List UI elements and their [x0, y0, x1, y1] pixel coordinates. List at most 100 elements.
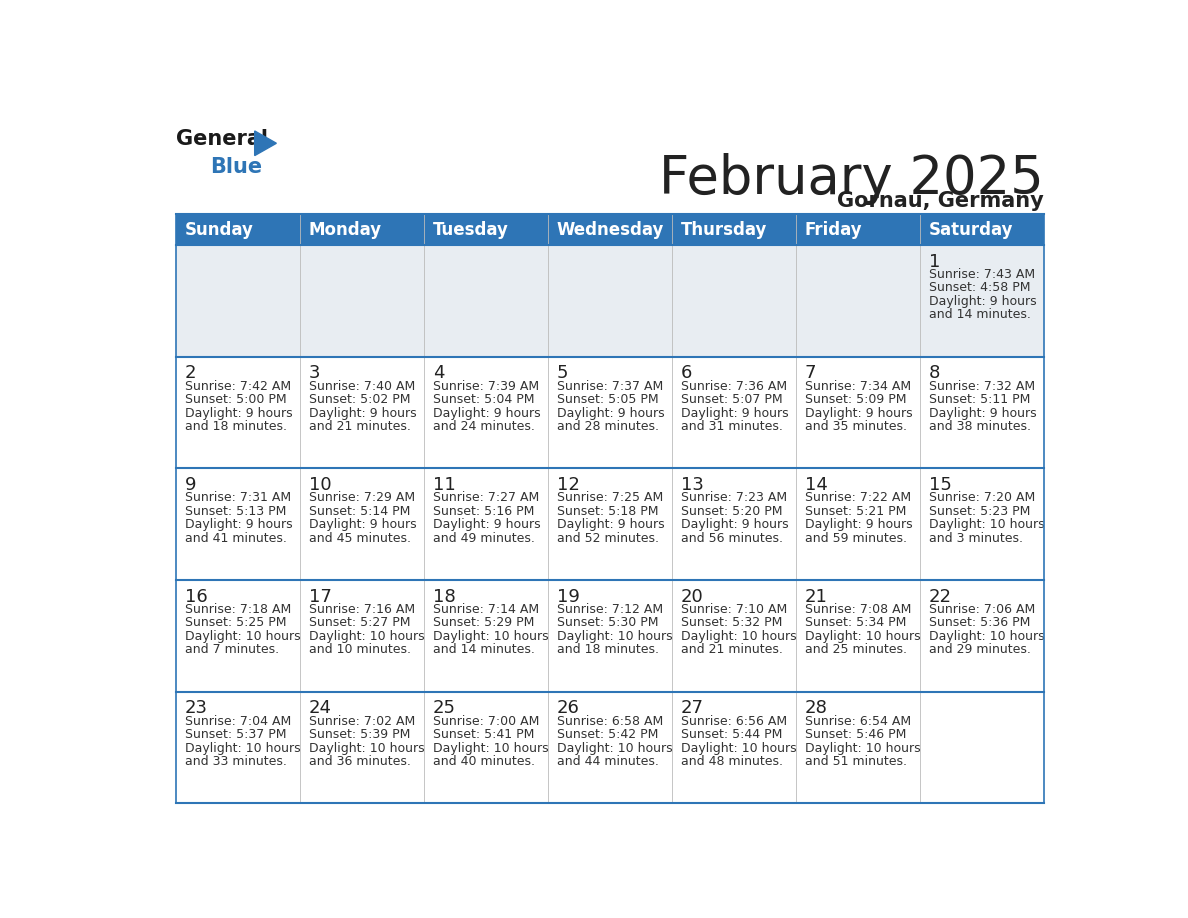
Text: 12: 12 — [557, 476, 580, 494]
Text: and 56 minutes.: and 56 minutes. — [681, 532, 783, 544]
Text: and 24 minutes.: and 24 minutes. — [432, 420, 535, 433]
Bar — [176, 580, 1043, 691]
Text: Sunrise: 7:34 AM: Sunrise: 7:34 AM — [805, 380, 911, 393]
Text: Daylight: 9 hours: Daylight: 9 hours — [309, 519, 417, 532]
Text: Monday: Monday — [309, 220, 383, 239]
Text: and 29 minutes.: and 29 minutes. — [929, 644, 1031, 656]
Text: 22: 22 — [929, 588, 952, 606]
Polygon shape — [254, 131, 277, 155]
Text: Sunset: 5:39 PM: Sunset: 5:39 PM — [309, 728, 410, 741]
Text: Daylight: 10 hours: Daylight: 10 hours — [309, 742, 424, 755]
Text: 10: 10 — [309, 476, 331, 494]
Text: 8: 8 — [929, 364, 940, 382]
Text: General: General — [176, 129, 267, 150]
Text: 13: 13 — [681, 476, 703, 494]
Text: Sunset: 5:42 PM: Sunset: 5:42 PM — [557, 728, 658, 741]
Text: 23: 23 — [185, 700, 208, 717]
Text: Sunrise: 7:42 AM: Sunrise: 7:42 AM — [185, 380, 291, 393]
Text: and 49 minutes.: and 49 minutes. — [432, 532, 535, 544]
Text: Daylight: 10 hours: Daylight: 10 hours — [185, 742, 301, 755]
Text: Daylight: 9 hours: Daylight: 9 hours — [805, 519, 912, 532]
Text: and 35 minutes.: and 35 minutes. — [805, 420, 906, 433]
Text: and 33 minutes.: and 33 minutes. — [185, 755, 286, 768]
Text: 7: 7 — [805, 364, 816, 382]
Text: Daylight: 9 hours: Daylight: 9 hours — [681, 519, 789, 532]
Text: and 14 minutes.: and 14 minutes. — [929, 308, 1031, 321]
Text: Sunrise: 7:37 AM: Sunrise: 7:37 AM — [557, 380, 663, 393]
Text: Sunday: Sunday — [185, 220, 254, 239]
Text: Daylight: 10 hours: Daylight: 10 hours — [929, 630, 1044, 643]
Text: and 38 minutes.: and 38 minutes. — [929, 420, 1031, 433]
Text: Sunset: 5:44 PM: Sunset: 5:44 PM — [681, 728, 783, 741]
Text: Sunset: 5:46 PM: Sunset: 5:46 PM — [805, 728, 906, 741]
Text: Sunset: 5:37 PM: Sunset: 5:37 PM — [185, 728, 286, 741]
Text: Daylight: 9 hours: Daylight: 9 hours — [432, 407, 541, 420]
Text: Daylight: 10 hours: Daylight: 10 hours — [432, 630, 549, 643]
Text: Sunrise: 7:16 AM: Sunrise: 7:16 AM — [309, 603, 415, 616]
Text: Gornau, Germany: Gornau, Germany — [836, 191, 1043, 211]
Text: and 21 minutes.: and 21 minutes. — [309, 420, 411, 433]
Bar — [299, 214, 424, 245]
Text: 24: 24 — [309, 700, 331, 717]
Text: Daylight: 10 hours: Daylight: 10 hours — [309, 630, 424, 643]
Bar — [176, 468, 1043, 580]
Text: and 59 minutes.: and 59 minutes. — [805, 532, 906, 544]
Text: Sunset: 5:32 PM: Sunset: 5:32 PM — [681, 616, 783, 630]
Text: Sunrise: 7:10 AM: Sunrise: 7:10 AM — [681, 603, 788, 616]
Text: and 45 minutes.: and 45 minutes. — [309, 532, 411, 544]
Text: 9: 9 — [185, 476, 196, 494]
Text: Daylight: 9 hours: Daylight: 9 hours — [929, 295, 1037, 308]
Text: Sunset: 5:18 PM: Sunset: 5:18 PM — [557, 505, 658, 518]
Bar — [920, 214, 1043, 245]
Text: Sunrise: 7:32 AM: Sunrise: 7:32 AM — [929, 380, 1035, 393]
Text: Daylight: 10 hours: Daylight: 10 hours — [929, 519, 1044, 532]
Text: 4: 4 — [432, 364, 444, 382]
Text: and 51 minutes.: and 51 minutes. — [805, 755, 906, 768]
Text: Sunrise: 7:12 AM: Sunrise: 7:12 AM — [557, 603, 663, 616]
Text: Sunset: 5:21 PM: Sunset: 5:21 PM — [805, 505, 906, 518]
Text: Sunrise: 7:31 AM: Sunrise: 7:31 AM — [185, 491, 291, 504]
Bar — [176, 245, 1043, 356]
Text: Daylight: 10 hours: Daylight: 10 hours — [557, 742, 672, 755]
Text: 26: 26 — [557, 700, 580, 717]
Text: and 7 minutes.: and 7 minutes. — [185, 644, 279, 656]
Text: Sunrise: 6:56 AM: Sunrise: 6:56 AM — [681, 714, 786, 728]
Text: Sunrise: 7:04 AM: Sunrise: 7:04 AM — [185, 714, 291, 728]
Text: Sunrise: 7:06 AM: Sunrise: 7:06 AM — [929, 603, 1035, 616]
Text: and 18 minutes.: and 18 minutes. — [185, 420, 287, 433]
Text: Sunset: 5:30 PM: Sunset: 5:30 PM — [557, 616, 658, 630]
Text: Sunrise: 7:25 AM: Sunrise: 7:25 AM — [557, 491, 663, 504]
Text: Sunset: 5:05 PM: Sunset: 5:05 PM — [557, 393, 658, 406]
Text: Sunset: 5:04 PM: Sunset: 5:04 PM — [432, 393, 535, 406]
Text: Sunrise: 6:58 AM: Sunrise: 6:58 AM — [557, 714, 663, 728]
Text: Daylight: 9 hours: Daylight: 9 hours — [929, 407, 1037, 420]
Text: Daylight: 10 hours: Daylight: 10 hours — [681, 630, 796, 643]
Text: Daylight: 10 hours: Daylight: 10 hours — [557, 630, 672, 643]
Text: and 18 minutes.: and 18 minutes. — [557, 644, 659, 656]
Text: and 52 minutes.: and 52 minutes. — [557, 532, 659, 544]
Text: Sunset: 5:07 PM: Sunset: 5:07 PM — [681, 393, 783, 406]
Text: and 10 minutes.: and 10 minutes. — [309, 644, 411, 656]
Text: 1: 1 — [929, 252, 940, 271]
Text: Sunrise: 7:08 AM: Sunrise: 7:08 AM — [805, 603, 911, 616]
Text: Sunrise: 7:40 AM: Sunrise: 7:40 AM — [309, 380, 415, 393]
Text: Thursday: Thursday — [681, 220, 767, 239]
Text: Sunrise: 7:00 AM: Sunrise: 7:00 AM — [432, 714, 539, 728]
Text: 21: 21 — [805, 588, 828, 606]
Text: 6: 6 — [681, 364, 693, 382]
Text: Sunset: 5:02 PM: Sunset: 5:02 PM — [309, 393, 410, 406]
Text: February 2025: February 2025 — [659, 152, 1043, 205]
Text: 18: 18 — [432, 588, 456, 606]
Text: Daylight: 10 hours: Daylight: 10 hours — [681, 742, 796, 755]
Text: 15: 15 — [929, 476, 952, 494]
Text: Daylight: 9 hours: Daylight: 9 hours — [681, 407, 789, 420]
Text: Daylight: 10 hours: Daylight: 10 hours — [185, 630, 301, 643]
Text: 19: 19 — [557, 588, 580, 606]
Text: Sunset: 5:16 PM: Sunset: 5:16 PM — [432, 505, 535, 518]
Text: Sunset: 5:09 PM: Sunset: 5:09 PM — [805, 393, 906, 406]
Text: Daylight: 9 hours: Daylight: 9 hours — [557, 519, 664, 532]
Text: and 36 minutes.: and 36 minutes. — [309, 755, 411, 768]
Text: Sunset: 5:23 PM: Sunset: 5:23 PM — [929, 505, 1030, 518]
Text: Sunset: 4:58 PM: Sunset: 4:58 PM — [929, 282, 1030, 295]
Text: Wednesday: Wednesday — [557, 220, 664, 239]
